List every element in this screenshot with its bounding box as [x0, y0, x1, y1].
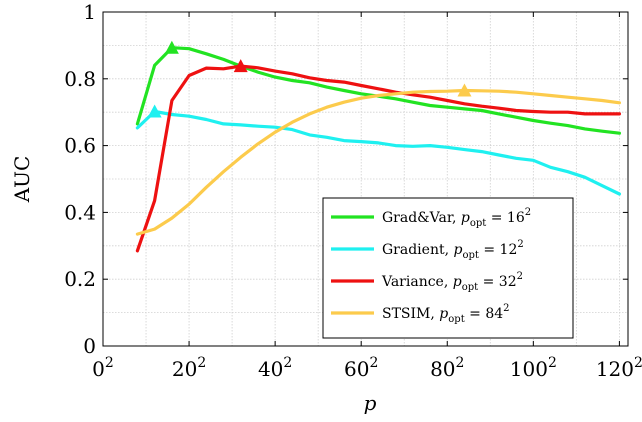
legend-box: [322, 197, 574, 339]
y-tick-label: 1: [83, 0, 96, 24]
series-layer: [135, 46, 622, 253]
legend-label-3: Variance, popt = 322: [381, 271, 523, 293]
legend-label-1: Grad&Var, popt = 162: [382, 207, 531, 229]
legend-label-4: STSIM, popt = 842: [382, 303, 510, 325]
y-tick-labels: 0 0.2 0.4 0.6 0.8 1: [64, 0, 96, 358]
y-tick-label: 0.6: [64, 134, 96, 158]
axis-ticks: [102, 11, 628, 347]
optimum-marker-3: [233, 59, 248, 73]
x-tick-label: 202: [172, 355, 206, 381]
x-tick-label: 02: [92, 355, 114, 381]
series-line-3: [135, 64, 622, 253]
x-tick-label: 602: [344, 355, 378, 381]
y-tick-label: 0.8: [64, 67, 96, 91]
legend-label-2: Gradient, popt = 122: [382, 239, 524, 261]
x-tick-label: 802: [430, 355, 464, 381]
x-tick-labels: 02 202 402 602 802 1002 1202: [92, 355, 642, 381]
optimum-marker-1: [164, 40, 179, 54]
plot-frame: [102, 11, 629, 347]
y-tick-label: 0: [83, 334, 96, 358]
optimum-marker-4: [457, 83, 472, 97]
x-tick-label: 1002: [510, 355, 557, 381]
y-tick-label: 0.4: [64, 200, 96, 224]
series-line-2: [135, 109, 622, 196]
x-tick-label: 402: [258, 355, 292, 381]
y-axis-title: AUC: [10, 156, 34, 204]
x-axis-title: p: [364, 391, 377, 415]
series-line-4: [135, 88, 622, 236]
optimum-marker-2: [147, 104, 162, 118]
y-tick-label: 0.2: [64, 267, 96, 291]
marker-layer: [147, 40, 472, 118]
x-tick-label: 1202: [596, 355, 642, 381]
legend: Grad&Var, popt = 162 Gradient, popt = 122…: [322, 197, 574, 339]
